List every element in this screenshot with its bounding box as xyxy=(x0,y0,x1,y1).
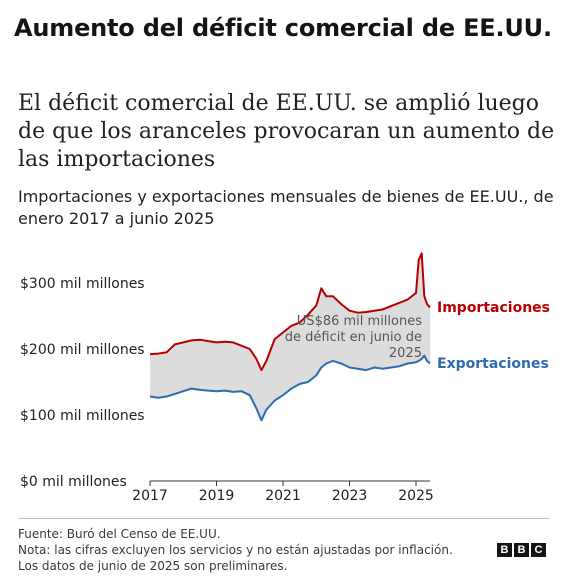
chart-subtitle: Importaciones y exportaciones mensuales … xyxy=(18,187,554,228)
y-tick-label: $0 mil millones xyxy=(20,474,127,490)
x-tick-label: 2021 xyxy=(265,488,301,500)
bbc-logo: B B C xyxy=(497,543,546,557)
x-tick-label: 2025 xyxy=(398,488,434,500)
bbc-logo-letter-1: B xyxy=(497,543,512,557)
series-line-exportaciones xyxy=(149,354,431,422)
y-tick-label: $100 mil millones xyxy=(20,408,145,424)
footer-divider xyxy=(18,518,550,519)
deficit-annotation: 2025 xyxy=(389,346,422,361)
x-tick-label: 2017 xyxy=(132,488,168,500)
series-label: Exportaciones xyxy=(437,356,549,372)
deficit-area xyxy=(150,253,430,421)
source-note: Fuente: Buró del Censo de EE.UU. xyxy=(18,527,221,541)
series-label: Importaciones xyxy=(437,300,550,316)
series-line-importaciones xyxy=(149,252,431,372)
bbc-logo-letter-3: C xyxy=(531,543,546,557)
header-title: Aumento del déficit comercial de EE.UU. xyxy=(14,14,552,42)
inflation-note: Nota: las cifras excluyen los servicios … xyxy=(18,543,453,557)
preliminary-note: Los datos de junio de 2025 son prelimina… xyxy=(18,559,288,573)
deficit-annotation: US$86 mil millones xyxy=(297,314,422,329)
chart-title: El déficit comercial de EE.UU. se amplió… xyxy=(18,91,555,172)
y-tick-label: $300 mil millones xyxy=(20,276,145,292)
y-tick-label: $200 mil millones xyxy=(20,342,145,358)
x-tick-label: 2019 xyxy=(199,488,235,500)
bbc-logo-letter-2: B xyxy=(514,543,529,557)
line-chart: $300 mil millones $200 mil millones $100 m… xyxy=(20,252,550,500)
deficit-annotation: de déficit en junio de xyxy=(285,330,422,345)
x-tick-label: 2023 xyxy=(332,488,368,500)
footer-notes: Fuente: Buró del Censo de EE.UU. Nota: l… xyxy=(18,526,453,574)
